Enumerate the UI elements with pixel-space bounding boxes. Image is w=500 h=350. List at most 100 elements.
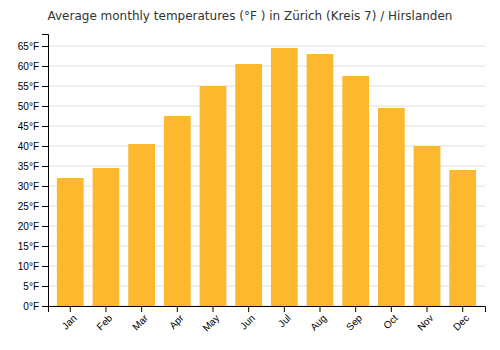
tick: Mar: [130, 306, 150, 332]
tick-label: 30°F: [18, 181, 39, 192]
bar: [271, 48, 298, 306]
plot: 0°F 5°F 10°F 15°F 20°F 25°F 30°F 35°F 40°F 45°F 50…: [18, 35, 486, 334]
bar: [342, 76, 369, 306]
tick-label: Sep: [344, 312, 365, 333]
tick-label: 35°F: [18, 161, 39, 172]
tick-label: 60°F: [18, 61, 39, 72]
tick: 65°F: [18, 41, 48, 52]
tick-mark: [391, 306, 392, 312]
tick: 0°F: [23, 301, 48, 312]
tick: 40°F: [18, 141, 48, 152]
grid-line: [48, 126, 485, 127]
tick-label: Dec: [451, 312, 471, 332]
tick: Oct: [381, 306, 400, 331]
tick: Sep: [344, 306, 365, 333]
tick-label: 20°F: [18, 221, 39, 232]
tick: May: [200, 306, 221, 334]
bars: [57, 48, 476, 306]
tick-label: 55°F: [18, 81, 39, 92]
tick-mark: [42, 106, 48, 107]
tick: Feb: [94, 306, 114, 332]
tick-label: May: [200, 312, 221, 333]
grid: [48, 46, 485, 306]
tick: Nov: [415, 306, 435, 333]
tick-label: Jun: [238, 312, 257, 331]
tick-mark: [248, 306, 249, 312]
tick-mark: [42, 126, 48, 127]
tick-mark: [42, 266, 48, 267]
tick-label: 40°F: [18, 141, 39, 152]
tick-label: Oct: [381, 312, 400, 331]
tick-mark: [427, 306, 428, 312]
bar: [164, 116, 191, 306]
title: Average monthly temperatures (°F ) in Zü…: [48, 9, 453, 23]
tick-label: Mar: [130, 312, 150, 332]
tick: 60°F: [18, 61, 48, 72]
tick-mark: [42, 306, 48, 307]
tick: 35°F: [18, 161, 48, 172]
grid-line: [48, 46, 485, 47]
tick: 20°F: [18, 221, 48, 232]
tick: 5°F: [23, 281, 48, 292]
tick-label: 65°F: [18, 41, 39, 52]
tick-mark: [212, 306, 213, 312]
bar: [378, 108, 405, 306]
tick-label: Aug: [308, 312, 328, 332]
bar: [93, 168, 120, 306]
tick-label: Apr: [167, 312, 186, 331]
tick: 45°F: [18, 121, 48, 132]
tick-mark: [42, 146, 48, 147]
tick: 50°F: [18, 101, 48, 112]
tick: Jun: [238, 306, 257, 332]
tick: 30°F: [18, 181, 48, 192]
tick-label: 10°F: [18, 261, 39, 272]
tick-mark: [105, 306, 106, 312]
tick: Aug: [308, 306, 328, 333]
tick-mark: [42, 66, 48, 67]
bar: [235, 64, 262, 306]
tick-mark: [42, 246, 48, 247]
bar: [414, 146, 441, 306]
tick-mark: [141, 306, 142, 312]
x-axis: Jan Feb Mar Apr May Jun Jul Aug Sep Oct Nov Dec: [49, 306, 486, 334]
tick: Apr: [167, 306, 186, 331]
tick: Jul: [276, 306, 293, 329]
tick-mark: [42, 166, 48, 167]
tick-mark: [42, 226, 48, 227]
tick-mark: [42, 186, 48, 187]
tick: 10°F: [18, 261, 48, 272]
tick-label: Nov: [415, 312, 435, 332]
chart: Average monthly temperatures (°F ) in Zü…: [0, 0, 500, 350]
tick-label: 45°F: [18, 121, 39, 132]
bar: [128, 144, 155, 306]
y-axis: 0°F 5°F 10°F 15°F 20°F 25°F 30°F 35°F 40°F 45°F 50…: [18, 35, 49, 312]
tick: 55°F: [18, 81, 48, 92]
tick-label: Feb: [94, 312, 114, 332]
tick-mark: [42, 286, 48, 287]
axis-line: [42, 35, 49, 307]
tick: 15°F: [18, 241, 48, 252]
tick-mark: [177, 306, 178, 312]
tick: 25°F: [18, 201, 48, 212]
bar: [200, 86, 227, 306]
tick: Jan: [60, 306, 79, 332]
bar: [57, 178, 84, 306]
tick-mark: [284, 306, 285, 312]
tick-label: Jan: [60, 312, 79, 331]
tick-label: 25°F: [18, 201, 39, 212]
grid-line: [48, 66, 485, 67]
tick-label: 5°F: [23, 281, 39, 292]
bar: [449, 170, 476, 306]
bar: [307, 54, 334, 306]
tick-label: 0°F: [23, 301, 39, 312]
tick-mark: [42, 46, 48, 47]
grid-line: [48, 106, 485, 107]
tick-label: 50°F: [18, 101, 39, 112]
tick-mark: [320, 306, 321, 312]
tick-mark: [42, 206, 48, 207]
tick-mark: [42, 86, 48, 87]
tick-mark: [70, 306, 71, 312]
grid-line: [48, 86, 485, 87]
tick-mark: [355, 306, 356, 312]
axis-line: [49, 307, 486, 313]
